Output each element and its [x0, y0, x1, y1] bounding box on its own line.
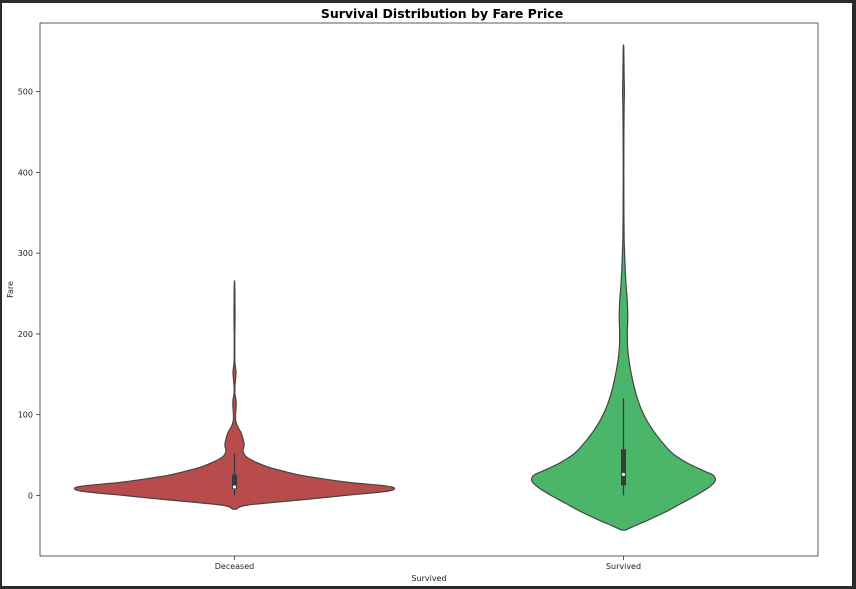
x-tick-label: Survived: [606, 562, 641, 571]
x-tick-label: Deceased: [215, 562, 254, 571]
x-axis-label: Survived: [411, 574, 446, 583]
figure: Survival Distribution by Fare Price 0 100…: [2, 3, 852, 586]
violins-layer: [73, 44, 717, 531]
x-axis-ticks: Deceased Survived: [215, 556, 641, 571]
violin-iqr-box: [232, 474, 237, 490]
y-tick-label: 300: [18, 249, 33, 258]
y-tick-label: 100: [18, 411, 33, 420]
plot-area-frame: [39, 22, 819, 557]
violin-median-dot: [232, 485, 237, 489]
violin-body-deceased: [73, 280, 396, 510]
violin-iqr-box: [621, 449, 626, 486]
y-axis-ticks: 0 100 200 300 400 500: [18, 88, 40, 500]
y-tick-label: 500: [18, 88, 33, 97]
violin-chart: Survival Distribution by Fare Price 0 100…: [6, 6, 819, 583]
violin-median-dot: [621, 472, 626, 477]
y-tick-label: 200: [18, 330, 33, 339]
y-tick-label: 0: [28, 491, 33, 500]
y-tick-label: 400: [18, 168, 33, 177]
chart-title: Survival Distribution by Fare Price: [321, 6, 563, 21]
violin-body-survived: [530, 44, 717, 531]
y-axis-label: Fare: [6, 281, 15, 298]
